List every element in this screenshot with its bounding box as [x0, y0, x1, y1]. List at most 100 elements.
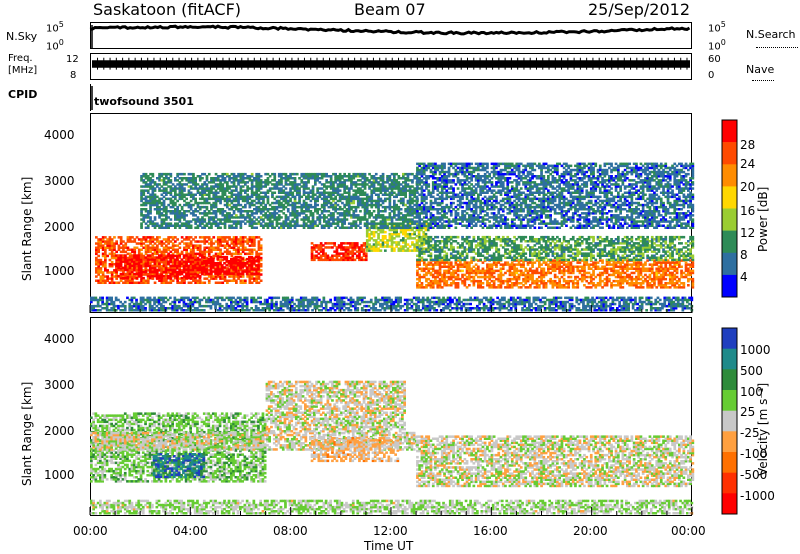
data-cell-power-7: [232, 172, 236, 176]
data-cell-power-6: [434, 250, 437, 253]
data-cell-power-6: [637, 246, 640, 249]
data-cell-power-5: [517, 269, 521, 273]
data-cell-power-6: [529, 250, 532, 253]
data-cell-power-6: [650, 238, 654, 241]
data-cell-power-6: [449, 246, 453, 249]
data-cell-power-6: [585, 238, 589, 241]
data-cell-power-6: [687, 244, 690, 247]
data-cell-power-0: [237, 267, 240, 270]
data-cell-power-1: [160, 274, 163, 278]
data-cell-power-7: [149, 195, 152, 199]
data-cell-power-6: [447, 238, 451, 241]
data-cell-power-7: [216, 199, 220, 203]
data-cell-power-1: [185, 272, 188, 276]
data-cell-power-5: [474, 267, 478, 270]
data-cell-power-0: [196, 279, 200, 282]
data-cell-power-4: [415, 235, 419, 238]
data-cell-power-6: [567, 250, 570, 253]
data-cell-power-0: [178, 246, 182, 249]
data-cell-power-7: [192, 218, 195, 221]
data-cell-power-5: [605, 267, 609, 270]
data-cell-power-1: [167, 270, 170, 274]
data-cell-power-5: [477, 259, 480, 262]
data-cell-power-5: [659, 265, 663, 268]
data-cell-power-6: [650, 246, 654, 249]
data-cell-power-6: [589, 252, 593, 255]
data-cell-power-1: [124, 276, 127, 280]
data-cell-power-7: [187, 210, 191, 213]
data-cell-power-6: [610, 244, 613, 247]
data-cell-power-0: [232, 242, 236, 245]
data-cell-power-5: [452, 282, 455, 285]
data-cell-power-5: [542, 279, 546, 283]
data-cell-power-5: [538, 265, 541, 268]
data-cell-power-5: [499, 275, 503, 279]
data-cell-power-6: [664, 252, 668, 255]
data-cell-power-7: [214, 210, 218, 213]
data-cell-power-0: [207, 242, 211, 245]
data-cell-power-7: [237, 203, 240, 207]
data-cell-power-1: [144, 262, 148, 265]
data-cell-power-5: [490, 263, 494, 266]
data-cell-power-6: [612, 252, 616, 255]
data-cell-power-6: [583, 252, 586, 255]
data-cell-power-6: [499, 240, 503, 243]
data-cell-power-7: [185, 201, 188, 205]
data-cell-power-3: [340, 244, 343, 247]
data-cell-power-2: [227, 270, 231, 273]
data-cell-power-0: [101, 275, 105, 278]
data-cell-power-7: [146, 195, 150, 199]
data-cell-power-5: [668, 286, 672, 289]
data-cell-power-7: [223, 197, 227, 201]
data-cell-power-5: [434, 282, 437, 285]
data-cell-power-3: [319, 246, 323, 249]
data-cell-power-5: [558, 259, 561, 262]
data-cell-power-0: [104, 240, 107, 243]
data-cell-power-6: [449, 242, 453, 245]
data-cell-power-7: [207, 210, 211, 213]
data-cell-power-7: [149, 179, 152, 182]
data-cell-power-7: [140, 214, 143, 217]
data-cell-power-5: [486, 265, 489, 268]
data-cell-power-6: [556, 240, 559, 243]
data-cell-power-7: [180, 179, 184, 182]
data-cell-power-5: [610, 273, 613, 277]
data-cell-power-6: [623, 250, 627, 253]
data-cell-power-1: [119, 260, 123, 263]
data-cell-power-6: [578, 238, 582, 241]
data-cell-power-5: [668, 267, 672, 270]
data-cell-power-5: [632, 271, 636, 275]
nsky-tick-bottom: 100: [46, 38, 64, 53]
data-cell-power-1: [128, 256, 132, 259]
data-cell-power-6: [445, 238, 449, 241]
data-cell-power-1: [169, 268, 172, 272]
data-cell-power-0: [216, 275, 220, 278]
data-cell-power-3: [349, 250, 352, 253]
data-cell-power-0: [95, 260, 98, 264]
data-cell-power-7: [257, 189, 261, 192]
data-cell-power-0: [178, 242, 182, 245]
data-cell-power-5: [691, 286, 695, 289]
data-cell-power-1: [178, 260, 181, 263]
data-cell-power-5: [515, 279, 519, 283]
data-cell-power-5: [540, 277, 543, 281]
data-cell-power-3: [324, 252, 327, 255]
data-cell-power-0: [153, 238, 157, 241]
data-cell-power-0: [144, 236, 148, 239]
data-cell-power-5: [614, 263, 618, 266]
data-cell-power-1: [171, 254, 175, 257]
data-cell-power-0: [232, 244, 236, 247]
data-cell-power-5: [617, 261, 620, 264]
data-cell-power-0: [259, 273, 263, 276]
data-cell-power-5: [533, 269, 537, 273]
data-cell-power-6: [519, 254, 523, 257]
data-cell-power-7: [223, 172, 227, 176]
data-cell-power-5: [680, 282, 683, 285]
data-cell-power-0: [230, 275, 234, 278]
data-cell-power-2: [230, 272, 233, 275]
data-cell-power-7: [241, 179, 245, 182]
data-cell-power-5: [644, 277, 647, 281]
data-cell-power-7: [246, 175, 249, 178]
data-cell-power-7: [239, 172, 243, 176]
data-cell-power-5: [429, 263, 433, 266]
